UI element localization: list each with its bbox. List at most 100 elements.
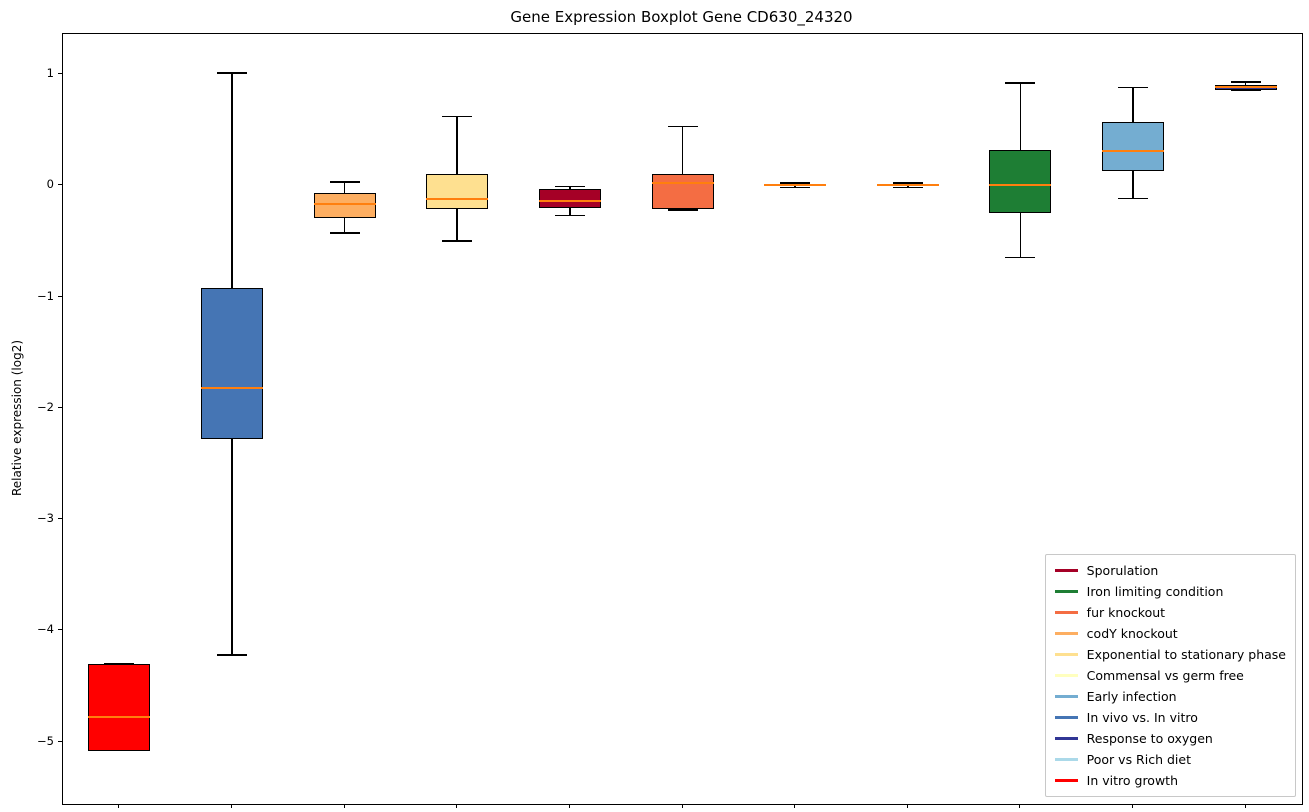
box-rect (200, 287, 263, 440)
x-tick-mark (230, 804, 232, 808)
legend-swatch (1054, 695, 1078, 698)
legend-label: Commensal vs germ free (1086, 668, 1244, 683)
whisker-cap-top (554, 185, 585, 188)
box-rect (538, 188, 601, 208)
legend-label: codY knockout (1086, 626, 1178, 641)
legend-swatch (1054, 653, 1078, 656)
whisker-cap-top (780, 182, 811, 184)
y-tick-label: −1 (37, 288, 54, 303)
legend-item: Early infection (1054, 686, 1286, 707)
legend-item: Response to oxygen (1054, 728, 1286, 749)
legend-item: fur knockout (1054, 602, 1286, 623)
legend-label: Poor vs Rich diet (1086, 752, 1191, 767)
box-rect (88, 663, 151, 751)
y-tick-label: −3 (37, 511, 54, 526)
legend-swatch (1054, 737, 1078, 740)
x-tick-mark (343, 804, 345, 808)
legend-label: Response to oxygen (1086, 731, 1213, 746)
legend-item: In vitro growth (1054, 770, 1286, 791)
box-rect (313, 193, 376, 218)
whisker-cap-bottom (329, 232, 360, 234)
legend-swatch (1054, 632, 1078, 635)
box-rect (989, 149, 1052, 214)
whisker-cap-bottom (667, 209, 698, 211)
box-rect (1102, 121, 1165, 171)
whisker-cap-top (216, 72, 247, 74)
y-tick-label: −4 (37, 622, 54, 637)
legend-label: Exponential to stationary phase (1086, 647, 1286, 662)
legend-item: In vivo vs. In vitro (1054, 707, 1286, 728)
whisker-cap-bottom (442, 240, 473, 242)
legend-label: In vitro growth (1086, 773, 1179, 788)
whisker-cap-top (667, 125, 698, 128)
whisker-cap-bottom (1118, 197, 1149, 200)
whisker-cap-bottom (216, 654, 247, 656)
y-tick-mark (58, 406, 62, 408)
median-line (538, 199, 601, 202)
x-tick-mark (1244, 804, 1246, 808)
x-tick-mark (568, 804, 570, 808)
y-tick-label: −2 (37, 399, 54, 414)
y-tick-mark (58, 629, 62, 631)
box-rect (651, 174, 714, 209)
x-tick-mark (906, 804, 908, 808)
whisker-cap-bottom (892, 186, 923, 189)
legend-swatch (1054, 569, 1078, 572)
legend-label: fur knockout (1086, 605, 1166, 620)
legend-item: Exponential to stationary phase (1054, 644, 1286, 665)
whisker-cap-top (1005, 82, 1036, 84)
median-line (200, 386, 263, 389)
y-tick-mark (58, 184, 62, 186)
plot-area: Sporulation Iron limiting condition fur kn… (62, 33, 1303, 805)
median-line (313, 203, 376, 206)
median-line (426, 197, 489, 200)
y-axis-label: Relative expression (log2) (10, 339, 24, 497)
x-tick-mark (1132, 804, 1134, 808)
median-line (989, 184, 1052, 187)
x-tick-mark (118, 804, 120, 808)
y-tick-mark (58, 740, 62, 742)
y-tick-label: −5 (37, 733, 54, 748)
whisker-cap-top (1230, 81, 1261, 83)
y-tick-label: 1 (46, 66, 54, 81)
whisker-cap-bottom (104, 749, 135, 752)
x-tick-mark (456, 804, 458, 808)
legend-label: Sporulation (1086, 563, 1159, 578)
legend-label: Early infection (1086, 689, 1177, 704)
legend-item: Iron limiting condition (1054, 581, 1286, 602)
whisker-cap-top (1118, 86, 1149, 89)
median-line (1102, 149, 1165, 152)
whisker-cap-top (329, 181, 360, 183)
median-line (764, 184, 827, 187)
median-line (651, 182, 714, 185)
legend: Sporulation Iron limiting condition fur kn… (1044, 554, 1296, 797)
legend-item: codY knockout (1054, 623, 1286, 644)
legend-swatch (1054, 758, 1078, 761)
y-tick-mark (58, 73, 62, 75)
x-tick-mark (681, 804, 683, 808)
y-tick-mark (58, 518, 62, 520)
median-line (1214, 86, 1277, 89)
whisker-cap-bottom (1230, 89, 1261, 92)
box-rect (426, 174, 489, 209)
y-tick-label: 0 (46, 177, 54, 192)
legend-swatch (1054, 611, 1078, 614)
legend-swatch (1054, 590, 1078, 593)
legend-item: Commensal vs germ free (1054, 665, 1286, 686)
whisker-cap-top (892, 182, 923, 184)
legend-label: In vivo vs. In vitro (1086, 710, 1198, 725)
x-tick-mark (1019, 804, 1021, 808)
median-line (876, 184, 939, 187)
y-tick-mark (58, 295, 62, 297)
legend-swatch (1054, 674, 1078, 677)
whisker-cap-bottom (1005, 256, 1036, 259)
whisker-cap-bottom (554, 214, 585, 217)
x-tick-mark (794, 804, 796, 808)
legend-label: Iron limiting condition (1086, 584, 1224, 599)
whisker-cap-top (442, 115, 473, 118)
whisker-line (681, 126, 684, 210)
legend-swatch (1054, 779, 1078, 782)
legend-item: Sporulation (1054, 560, 1286, 581)
median-line (88, 716, 151, 719)
legend-swatch (1054, 716, 1078, 719)
